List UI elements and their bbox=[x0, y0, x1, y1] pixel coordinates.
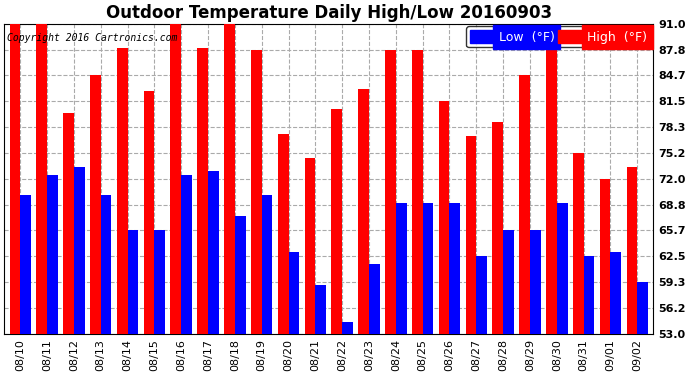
Bar bbox=[90, 75, 101, 334]
Text: Copyright 2016 Cartronics.com: Copyright 2016 Cartronics.com bbox=[8, 33, 178, 43]
Bar bbox=[315, 285, 326, 334]
Bar bbox=[466, 136, 476, 334]
Bar bbox=[396, 203, 406, 334]
Bar bbox=[412, 50, 423, 334]
Bar bbox=[235, 216, 246, 334]
Bar bbox=[128, 230, 138, 334]
Bar bbox=[493, 122, 503, 334]
Legend: Low  (°F), High  (°F): Low (°F), High (°F) bbox=[466, 26, 651, 47]
Bar bbox=[358, 89, 369, 334]
Bar bbox=[385, 50, 396, 334]
Bar bbox=[331, 110, 342, 334]
Bar bbox=[449, 203, 460, 334]
Bar bbox=[573, 153, 584, 334]
Bar bbox=[47, 175, 58, 334]
Bar bbox=[611, 252, 621, 334]
Bar bbox=[369, 264, 380, 334]
Bar bbox=[476, 256, 487, 334]
Bar bbox=[423, 203, 433, 334]
Bar bbox=[503, 230, 514, 334]
Bar bbox=[155, 230, 165, 334]
Bar bbox=[181, 175, 192, 334]
Bar bbox=[20, 195, 31, 334]
Bar bbox=[197, 48, 208, 334]
Bar bbox=[170, 24, 181, 334]
Bar bbox=[74, 166, 85, 334]
Bar bbox=[304, 158, 315, 334]
Bar bbox=[117, 48, 128, 334]
Bar bbox=[144, 91, 155, 334]
Bar bbox=[439, 101, 449, 334]
Bar bbox=[584, 256, 594, 334]
Bar bbox=[251, 50, 262, 334]
Bar bbox=[208, 171, 219, 334]
Title: Outdoor Temperature Daily High/Low 20160903: Outdoor Temperature Daily High/Low 20160… bbox=[106, 4, 552, 22]
Bar bbox=[63, 114, 74, 334]
Bar bbox=[278, 134, 288, 334]
Bar bbox=[519, 75, 530, 334]
Bar bbox=[101, 195, 112, 334]
Bar bbox=[10, 24, 20, 334]
Bar bbox=[600, 179, 611, 334]
Bar bbox=[546, 50, 557, 334]
Bar bbox=[37, 24, 47, 334]
Bar bbox=[627, 166, 638, 334]
Bar bbox=[557, 203, 567, 334]
Bar bbox=[288, 252, 299, 334]
Bar bbox=[342, 322, 353, 334]
Bar bbox=[530, 230, 541, 334]
Bar bbox=[262, 195, 273, 334]
Bar bbox=[224, 24, 235, 334]
Bar bbox=[638, 282, 648, 334]
